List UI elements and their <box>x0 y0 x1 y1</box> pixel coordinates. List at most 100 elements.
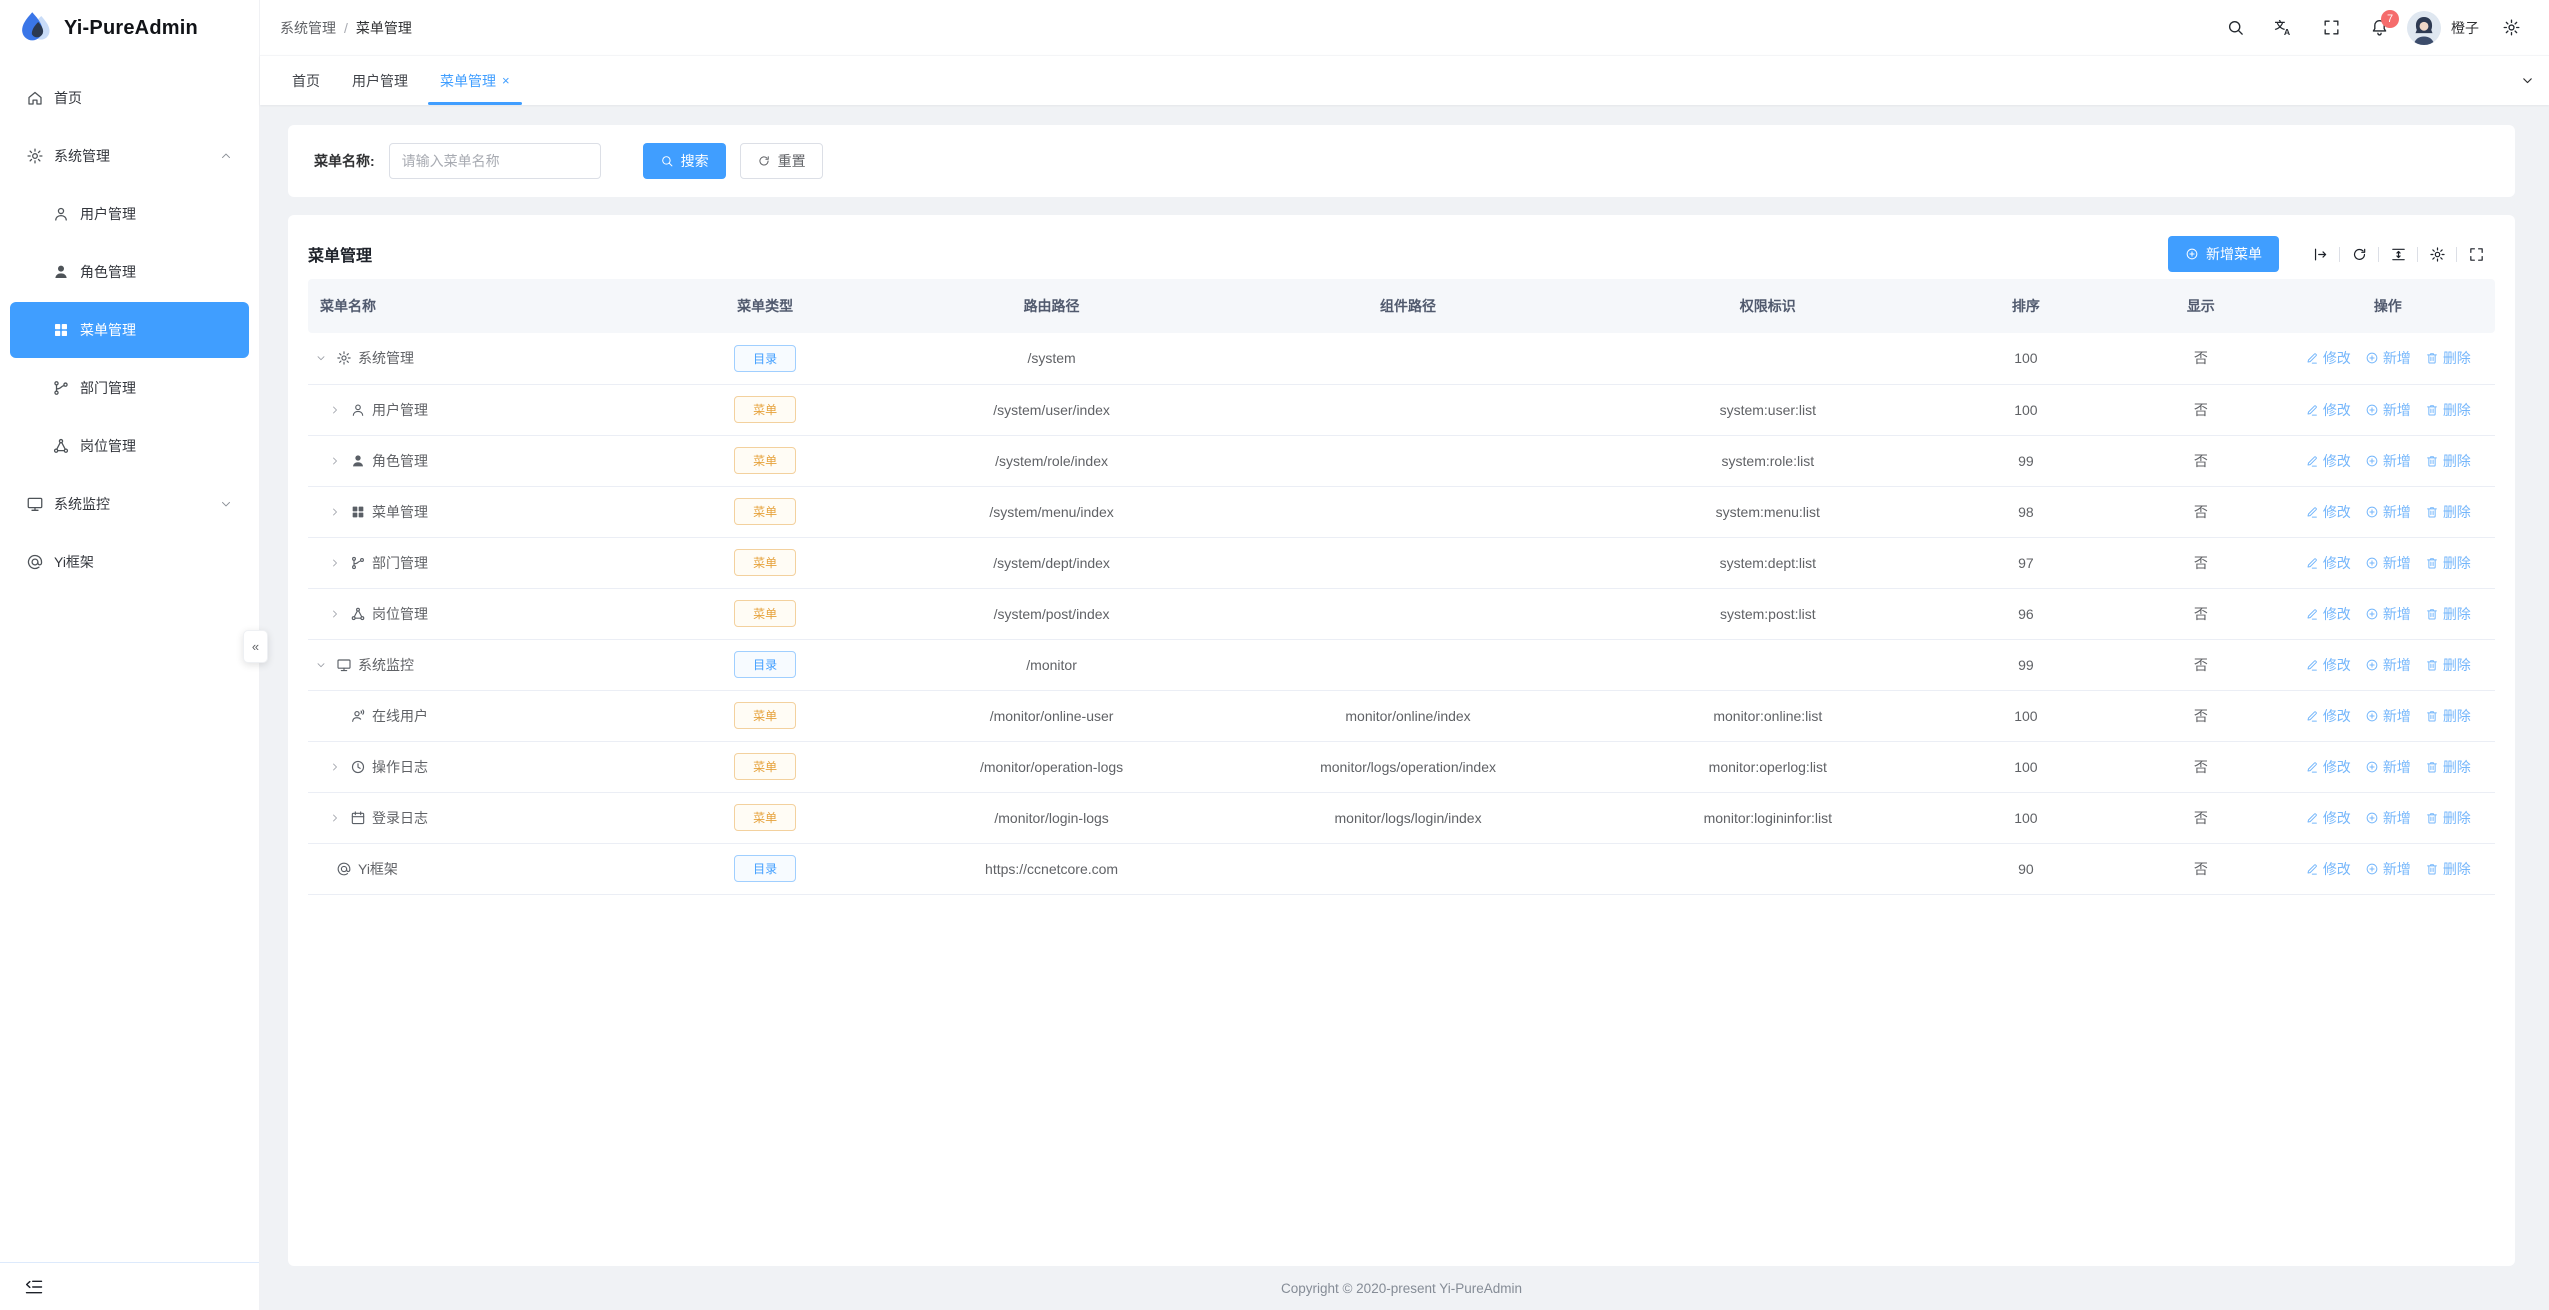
logo[interactable]: Yi-PureAdmin <box>0 0 259 56</box>
tree-expand-icon[interactable] <box>312 351 330 365</box>
add-action[interactable]: 新增 <box>2365 706 2411 726</box>
tree-expand-icon[interactable] <box>312 658 330 672</box>
add-action[interactable]: 新增 <box>2365 808 2411 828</box>
avatar[interactable] <box>2407 10 2441 45</box>
sidebar-item-yi-frame[interactable]: Yi框架 <box>10 534 249 590</box>
menu-name: 角色管理 <box>372 452 428 469</box>
tab-首页[interactable]: 首页 <box>276 56 336 105</box>
edit-action[interactable]: 修改 <box>2305 808 2351 828</box>
add-action[interactable]: 新增 <box>2365 451 2411 471</box>
order-number: 98 <box>1930 486 2121 538</box>
menu-name: 部门管理 <box>372 554 428 571</box>
sidebar-item-user[interactable]: 用户管理 <box>10 186 249 242</box>
add-action[interactable]: 新增 <box>2365 348 2411 368</box>
fullscreen-button[interactable] <box>2311 8 2351 48</box>
edit-action[interactable]: 修改 <box>2305 400 2351 420</box>
sidebar-item-home[interactable]: 首页 <box>10 70 249 126</box>
edit-action[interactable]: 修改 <box>2305 859 2351 879</box>
trash-icon <box>2425 351 2439 365</box>
tab-close-icon[interactable]: × <box>502 73 510 88</box>
tree-expand-icon[interactable] <box>326 607 344 621</box>
settings-button[interactable] <box>2491 8 2531 48</box>
sidebar-item-role[interactable]: 角色管理 <box>10 244 249 300</box>
add-menu-button[interactable]: 新增菜单 <box>2168 236 2279 272</box>
user-filled-icon <box>52 263 70 281</box>
tab-菜单管理[interactable]: 菜单管理 × <box>424 56 526 105</box>
add-action[interactable]: 新增 <box>2365 757 2411 777</box>
delete-action[interactable]: 删除 <box>2425 859 2471 879</box>
search-submit-button[interactable]: 搜索 <box>642 143 726 179</box>
order-number: 100 <box>1930 741 2121 793</box>
reset-button[interactable]: 重置 <box>739 143 823 179</box>
edit-action[interactable]: 修改 <box>2305 451 2351 471</box>
tree-expand-icon[interactable] <box>326 556 344 570</box>
row-actions: 修改 新增 删除 <box>2280 486 2495 538</box>
edit-action[interactable]: 修改 <box>2305 604 2351 624</box>
edit-action[interactable]: 修改 <box>2305 655 2351 675</box>
delete-action[interactable]: 删除 <box>2425 553 2471 573</box>
menu-name-input[interactable] <box>388 143 601 179</box>
component-path <box>1211 639 1605 691</box>
toolbar-fullscreen-button[interactable] <box>2457 239 2495 269</box>
add-action[interactable]: 新增 <box>2365 553 2411 573</box>
sidebar-collapse-handle[interactable]: « <box>243 630 268 663</box>
delete-action[interactable]: 删除 <box>2425 604 2471 624</box>
breadcrumb-separator: / <box>344 19 348 36</box>
edit-action[interactable]: 修改 <box>2305 502 2351 522</box>
route-path: /monitor <box>891 639 1212 691</box>
tab-dropdown-button[interactable] <box>2505 56 2549 105</box>
delete-action[interactable]: 删除 <box>2425 757 2471 777</box>
route-path: /system/user/index <box>891 384 1212 436</box>
component-path <box>1211 435 1605 487</box>
breadcrumb-item[interactable]: 系统管理 <box>280 19 336 36</box>
notification-button[interactable]: 7 <box>2359 8 2399 48</box>
delete-action[interactable]: 删除 <box>2425 706 2471 726</box>
search-button[interactable] <box>2215 8 2255 48</box>
delete-action-label: 删除 <box>2442 707 2471 724</box>
delete-action[interactable]: 删除 <box>2425 348 2471 368</box>
sidebar-item-monitor[interactable]: 系统监控 <box>10 476 249 532</box>
component-path: monitor/logs/operation/index <box>1211 741 1605 793</box>
tree-expand-icon[interactable] <box>326 454 344 468</box>
toolbar-refresh-button[interactable] <box>2340 239 2378 269</box>
add-action-label: 新增 <box>2382 758 2411 775</box>
user-name[interactable]: 橙子 <box>2451 19 2479 36</box>
edit-action[interactable]: 修改 <box>2305 553 2351 573</box>
trash-icon <box>2425 505 2439 519</box>
sidebar-item-menu[interactable]: 菜单管理 <box>10 302 249 358</box>
post-icon <box>52 437 70 455</box>
delete-action[interactable]: 删除 <box>2425 502 2471 522</box>
sidebar-item-label: 部门管理 <box>80 380 136 396</box>
tree-expand-icon[interactable] <box>326 403 344 417</box>
toolbar-density-button[interactable] <box>2379 239 2417 269</box>
delete-action[interactable]: 删除 <box>2425 808 2471 828</box>
plus-circle-icon <box>2365 403 2379 417</box>
toolbar-expand-row-button[interactable] <box>2301 239 2339 269</box>
tree-expand-icon[interactable] <box>326 505 344 519</box>
add-action[interactable]: 新增 <box>2365 655 2411 675</box>
tab-用户管理[interactable]: 用户管理 <box>336 56 424 105</box>
table-row: 角色管理 菜单/system/role/index system:role:list… <box>308 435 2495 487</box>
edit-action[interactable]: 修改 <box>2305 348 2351 368</box>
add-action[interactable]: 新增 <box>2365 604 2411 624</box>
toolbar-gear-button[interactable] <box>2418 239 2456 269</box>
sidebar-item-dept[interactable]: 部门管理 <box>10 360 249 416</box>
edit-action[interactable]: 修改 <box>2305 706 2351 726</box>
tree-expand-icon[interactable] <box>326 811 344 825</box>
delete-action-label: 删除 <box>2442 809 2471 826</box>
add-action[interactable]: 新增 <box>2365 400 2411 420</box>
add-action-label: 新增 <box>2382 503 2411 520</box>
edit-action[interactable]: 修改 <box>2305 757 2351 777</box>
delete-action[interactable]: 删除 <box>2425 451 2471 471</box>
add-action[interactable]: 新增 <box>2365 502 2411 522</box>
delete-action[interactable]: 删除 <box>2425 655 2471 675</box>
collapse-menu-icon[interactable] <box>24 1277 44 1297</box>
sidebar-item-system[interactable]: 系统管理 <box>10 128 249 184</box>
visible-flag: 否 <box>2121 639 2281 691</box>
delete-action[interactable]: 删除 <box>2425 400 2471 420</box>
tree-expand-icon[interactable] <box>326 760 344 774</box>
add-action[interactable]: 新增 <box>2365 859 2411 879</box>
sidebar-item-post[interactable]: 岗位管理 <box>10 418 249 474</box>
plus-circle-icon <box>2365 862 2379 876</box>
